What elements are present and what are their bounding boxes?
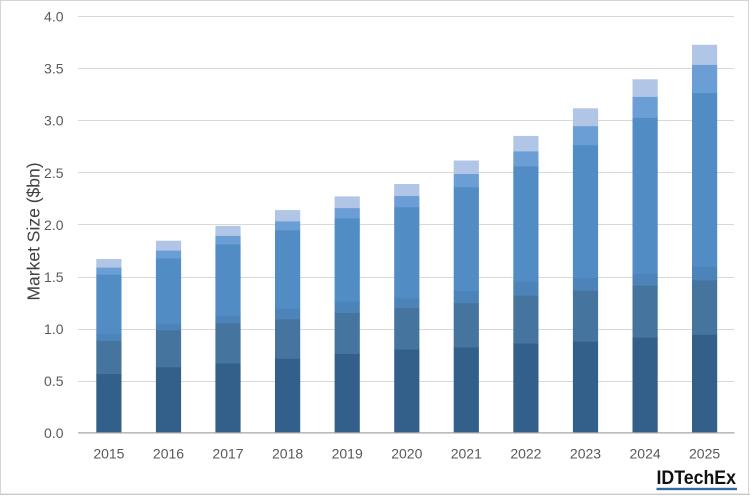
svg-text:2025: 2025 xyxy=(689,446,720,462)
svg-text:3.5: 3.5 xyxy=(44,61,64,77)
svg-text:2015: 2015 xyxy=(93,446,124,462)
svg-text:3.0: 3.0 xyxy=(44,113,64,129)
svg-text:2.5: 2.5 xyxy=(44,165,64,181)
svg-text:2.0: 2.0 xyxy=(44,217,64,233)
svg-text:IDTechEx: IDTechEx xyxy=(657,468,737,489)
svg-text:2018: 2018 xyxy=(272,446,303,462)
svg-text:2023: 2023 xyxy=(570,446,601,462)
svg-text:2020: 2020 xyxy=(391,446,422,462)
svg-text:1.0: 1.0 xyxy=(44,321,64,337)
svg-text:2017: 2017 xyxy=(212,446,243,462)
svg-text:0.5: 0.5 xyxy=(44,373,64,389)
svg-text:4.0: 4.0 xyxy=(44,9,64,25)
svg-text:2021: 2021 xyxy=(451,446,482,462)
svg-text:Market Size ($bn): Market Size ($bn) xyxy=(24,162,44,300)
svg-text:1.5: 1.5 xyxy=(44,269,64,285)
svg-text:2016: 2016 xyxy=(153,446,184,462)
svg-text:2024: 2024 xyxy=(630,446,661,462)
svg-text:2019: 2019 xyxy=(332,446,363,462)
svg-text:2022: 2022 xyxy=(510,446,541,462)
svg-text:0.0: 0.0 xyxy=(44,425,64,441)
